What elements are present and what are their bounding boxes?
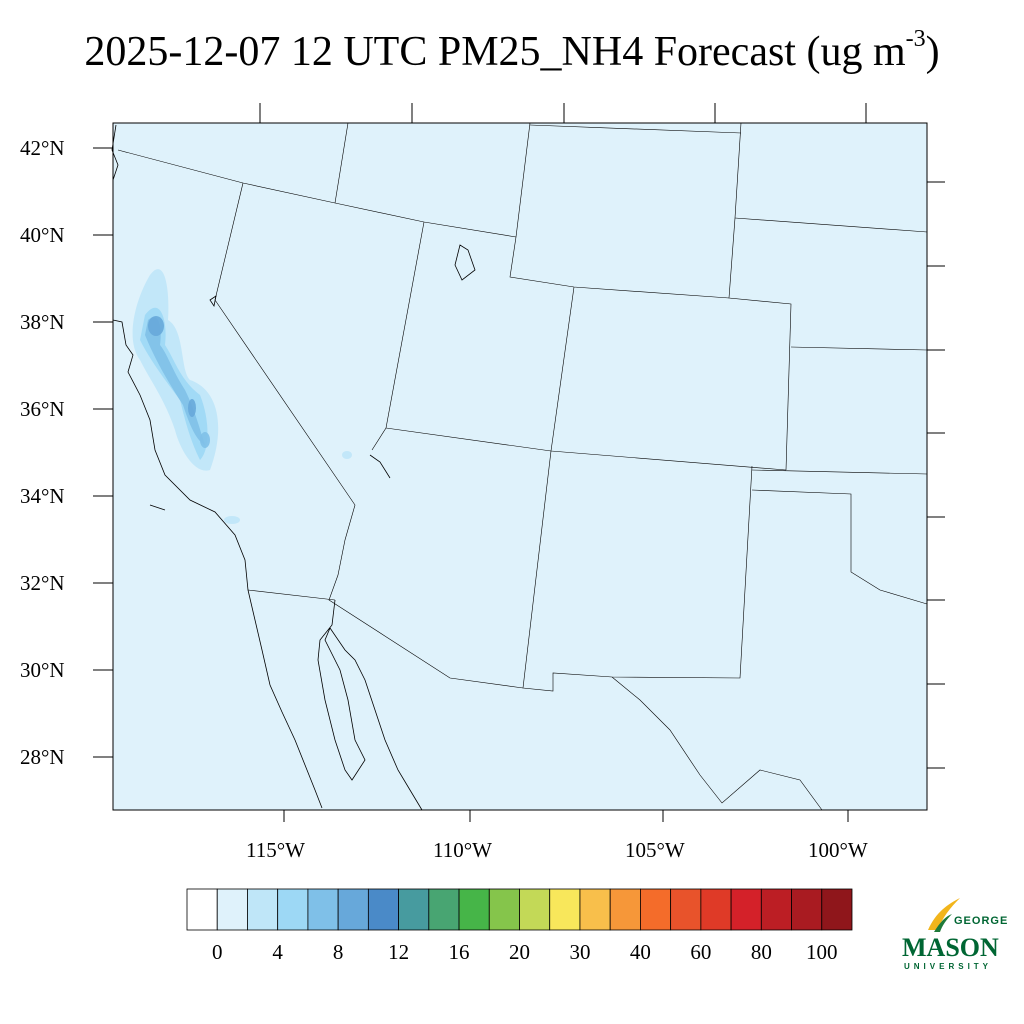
blob-level-10 (188, 399, 196, 417)
colorbar-swatch (186, 888, 218, 931)
colorbar (186, 888, 853, 931)
colorbar-swatch (700, 888, 732, 931)
lon-label: 105°W (625, 838, 685, 862)
colorbar-label: 30 (569, 940, 591, 964)
lat-label: 28°N (20, 745, 65, 769)
coastlines (111, 124, 476, 811)
colorbar-swatch (398, 888, 430, 931)
concentration-blobs (132, 269, 352, 524)
chart-title: 2025-12-07 12 UTC PM25_NH4 Forecast (ug … (84, 26, 940, 75)
logo-line1: GEORGE (954, 915, 1008, 927)
lat-label: 34°N (20, 484, 65, 508)
colorbar-swatch (458, 888, 490, 931)
blob-level-8 (200, 432, 210, 448)
colorbar-swatch (760, 888, 792, 931)
axis-ticks (93, 103, 945, 822)
lat-label: 36°N (20, 397, 65, 421)
lon-label: 100°W (808, 838, 868, 862)
state-borders (117, 122, 928, 811)
colorbar-label: 80 (750, 940, 772, 964)
colorbar-label: 8 (332, 940, 344, 964)
colorbar-swatch (579, 888, 611, 931)
blob-level-10 (148, 316, 164, 336)
lat-label: 32°N (20, 571, 65, 595)
lon-label: 115°W (246, 838, 305, 862)
map-background (113, 123, 927, 810)
colorbar-swatch (428, 888, 460, 931)
logo-line3: UNIVERSITY (904, 962, 992, 971)
colorbar-swatch (791, 888, 823, 931)
lat-label: 30°N (20, 658, 65, 682)
colorbar-swatch (821, 888, 853, 931)
colorbar-swatch (730, 888, 762, 931)
lat-label: 42°N (20, 136, 65, 160)
colorbar-swatch (277, 888, 309, 931)
colorbar-label: 0 (211, 940, 223, 964)
colorbar-swatch (247, 888, 279, 931)
map-frame (112, 122, 928, 811)
lon-label: 110°W (433, 838, 492, 862)
colorbar-label: 60 (690, 940, 712, 964)
colorbar-label: 16 (448, 940, 470, 964)
blob-level-4 (224, 516, 240, 524)
lat-label: 38°N (20, 310, 65, 334)
colorbar-label: 12 (388, 940, 410, 964)
colorbar-swatch (307, 888, 339, 931)
colorbar-swatch (549, 888, 581, 931)
colorbar-swatch (640, 888, 672, 931)
colorbar-swatch (367, 888, 399, 931)
blob-level-4 (342, 451, 352, 459)
colorbar-swatch (216, 888, 248, 931)
colorbar-swatch (337, 888, 369, 931)
colorbar-label: 40 (629, 940, 651, 964)
colorbar-label: 100 (806, 940, 838, 964)
colorbar-swatch (609, 888, 641, 931)
logo-line2: MASON (902, 933, 999, 962)
lat-label: 40°N (20, 223, 65, 247)
colorbar-swatch (519, 888, 551, 931)
gmu-logo: GEORGE MASON UNIVERSITY (898, 896, 1010, 972)
colorbar-label: 20 (509, 940, 530, 964)
colorbar-label: 4 (272, 940, 283, 964)
colorbar-swatch (670, 888, 702, 931)
colorbar-swatch (488, 888, 520, 931)
